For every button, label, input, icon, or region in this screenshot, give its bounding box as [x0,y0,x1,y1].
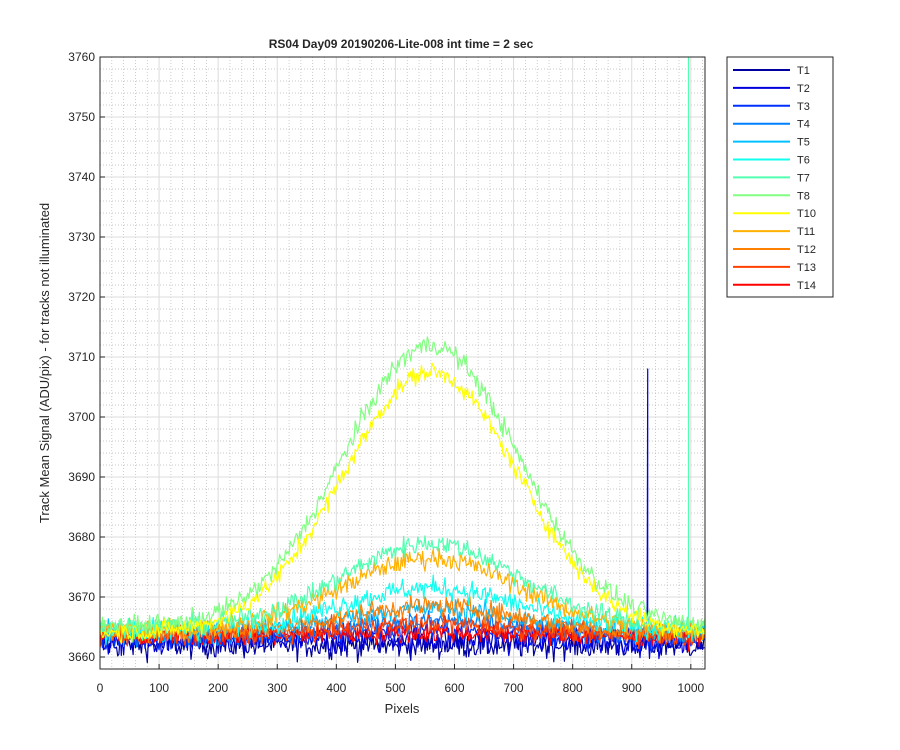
axes-box [99,56,706,670]
y-tick-label: 3710 [68,350,95,364]
y-tick-label: 3660 [68,650,95,664]
x-axis: 0 100 200 300 400 500 600 700 800 900 1000 [97,664,704,695]
x-tick-label: 100 [149,681,169,695]
x-tick-label: 600 [444,681,464,695]
legend-label-t7: T7 [797,172,810,184]
legend-label-t1: T1 [797,65,810,77]
series-line-t10 [100,362,705,645]
legend-label-t4: T4 [797,119,810,131]
legend-label-t5: T5 [797,137,810,149]
legend-label-t13: T13 [797,262,816,274]
y-tick-label: 3720 [68,290,95,304]
x-tick-label: 500 [385,681,405,695]
y-axis: 3660 3670 3680 3690 3700 3710 3720 3730 3740 3750… [68,50,105,664]
x-tick-label: 1000 [677,681,704,695]
legend-label-t12: T12 [797,244,816,256]
series-group [100,57,705,664]
y-tick-label: 3700 [68,410,95,424]
legend-label-t6: T6 [797,155,810,167]
y-tick-label: 3730 [68,230,95,244]
x-tick-label: 800 [563,681,583,695]
y-tick-label: 3680 [68,530,95,544]
x-tick-label: 0 [97,681,104,695]
legend-label-t8: T8 [797,190,810,202]
x-tick-label: 400 [326,681,346,695]
legend[interactable]: T1 T2 T3 T4 T5 T6 T7 T8 T10 T11 T12 T13 T14 [726,56,834,298]
legend-label-t3: T3 [797,101,810,113]
y-axis-label: Track Mean Signal (ADU/pix) - for tracks… [37,203,52,523]
y-tick-label: 3670 [68,590,95,604]
y-tick-label: 3750 [68,110,95,124]
chart-title: RS04 Day09 20190206-Lite-008 int time = … [269,37,534,51]
legend-label-t11: T11 [797,226,815,238]
x-tick-label: 700 [504,681,524,695]
x-axis-label: Pixels [385,701,420,716]
y-tick-label: 3760 [68,50,95,64]
legend-label-t14: T14 [797,280,816,292]
x-tick-label: 300 [267,681,287,695]
x-tick-label: 200 [208,681,228,695]
series-layer [100,57,705,664]
legend-label-t2: T2 [797,83,810,95]
x-tick-label: 900 [622,681,642,695]
y-tick-label: 3690 [68,470,95,484]
legend-label-t10: T10 [797,208,816,220]
plot-area [100,57,705,669]
y-tick-label: 3740 [68,170,95,184]
minor-grid [100,57,705,670]
